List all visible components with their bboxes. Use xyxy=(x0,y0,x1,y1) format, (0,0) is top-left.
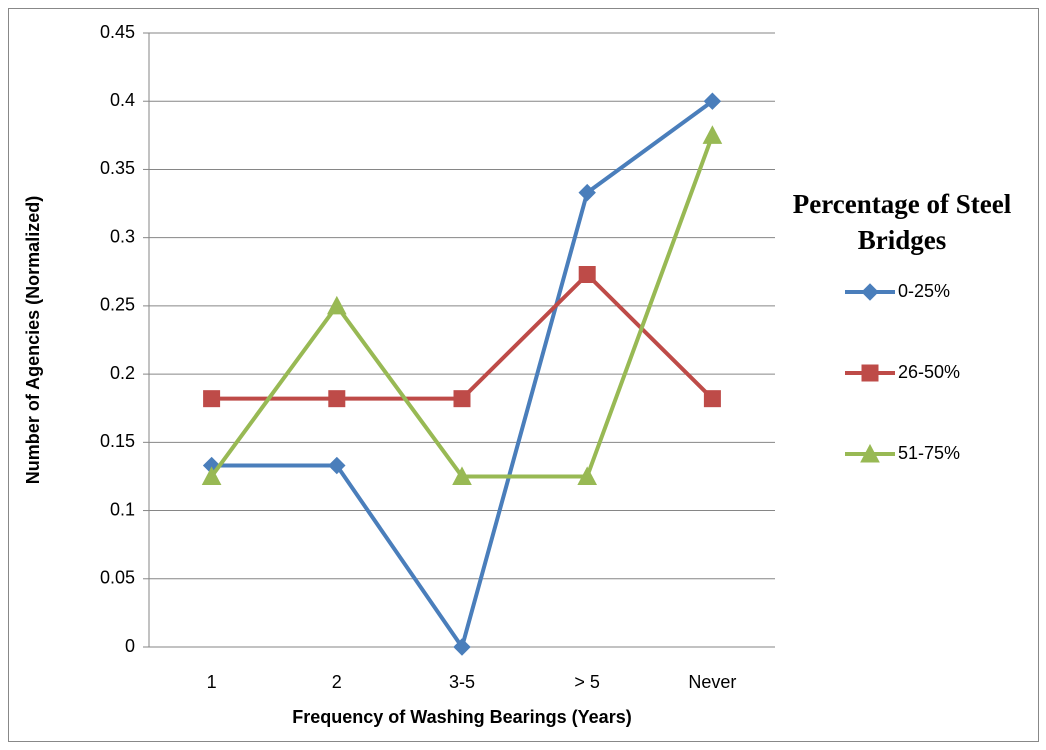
y-tick-label: 0.05 xyxy=(100,568,135,588)
legend-label: 0-25% xyxy=(898,281,950,301)
marker xyxy=(702,125,723,144)
marker xyxy=(703,92,722,110)
marker xyxy=(703,390,721,408)
y-tick-label: 0.25 xyxy=(100,295,135,315)
marker xyxy=(328,456,346,475)
x-axis-label: Frequency of Washing Bearings (Years) xyxy=(292,707,631,727)
x-tick-label: 3-5 xyxy=(449,672,475,692)
y-tick-label: 0.15 xyxy=(100,431,135,451)
x-tick-label: 1 xyxy=(207,672,217,692)
x-tick-label: 2 xyxy=(332,672,342,692)
y-tick-label: 0.1 xyxy=(110,499,135,519)
y-tick-label: 0.2 xyxy=(110,363,135,383)
y-tick-label: 0.35 xyxy=(100,158,135,178)
marker xyxy=(326,295,347,315)
marker xyxy=(578,183,596,202)
legend-marker xyxy=(861,283,879,301)
legend-marker xyxy=(861,364,879,382)
y-axis-label: Number of Agencies (Normalized) xyxy=(23,196,43,484)
marker xyxy=(453,390,471,408)
legend-label: 51-75% xyxy=(898,443,960,463)
legend-title: Percentage of Steel Bridges xyxy=(792,189,1012,255)
legend-label: 26-50% xyxy=(898,362,960,382)
marker xyxy=(328,390,346,408)
x-tick-label: Never xyxy=(688,672,736,692)
marker xyxy=(577,466,598,485)
y-tick-label: 0.3 xyxy=(110,226,135,246)
marker xyxy=(201,466,222,485)
y-tick-label: 0 xyxy=(125,636,135,656)
marker xyxy=(453,638,471,656)
y-tick-label: 0.4 xyxy=(110,90,135,110)
marker xyxy=(203,390,221,408)
y-tick-label: 0.45 xyxy=(100,22,135,42)
x-tick-label: > 5 xyxy=(574,672,600,692)
marker xyxy=(578,266,596,284)
marker xyxy=(452,466,472,485)
legend-marker xyxy=(860,443,880,463)
